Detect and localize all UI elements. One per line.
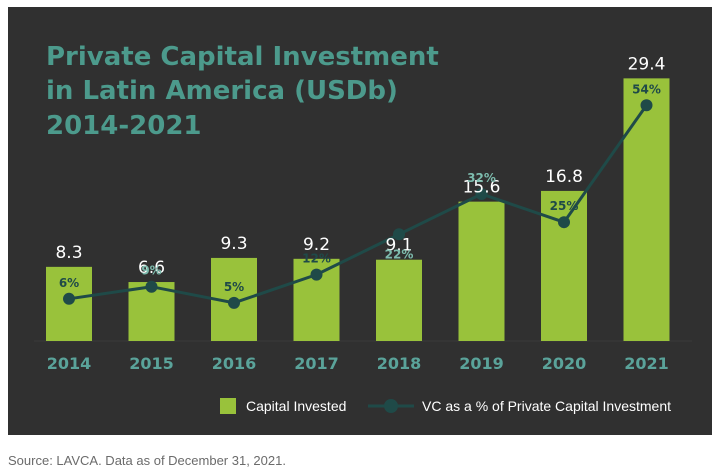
vc-point-2021 — [640, 99, 653, 112]
vc-percent-label-2016: 5% — [224, 280, 244, 294]
vc-percent-label-2015: 9% — [141, 264, 161, 278]
vc-point-2017 — [310, 268, 323, 281]
vc-point-2014 — [63, 292, 75, 305]
vc-percent-line — [68, 104, 648, 305]
x-tick-label-2021: 2021 — [624, 354, 669, 373]
vc-point-2019 — [475, 187, 488, 200]
bar-value-label-2021: 29.4 — [628, 54, 666, 74]
bar-value-label-2014: 8.3 — [55, 243, 82, 263]
vc-percent-label-2020: 25% — [550, 199, 579, 213]
vc-point-2015 — [145, 280, 158, 293]
legend-swatch-capital-invested — [220, 398, 236, 414]
legend-label-vc-percent: VC as a % of Private Capital Investment — [422, 398, 671, 414]
x-tick-label-2015: 2015 — [129, 354, 174, 373]
bar-value-label-2017: 9.2 — [303, 235, 330, 255]
bar-2021 — [623, 78, 670, 342]
source-note: Source: LAVCA. Data as of December 31, 2… — [8, 453, 286, 468]
bar-2018 — [376, 259, 422, 341]
bar-2019 — [458, 201, 505, 341]
chart-title-line-1: Private Capital Investment — [46, 42, 439, 72]
chart-svg: Private Capital Investment in Latin Amer… — [34, 42, 692, 414]
vc-percent-label-2014: 6% — [59, 276, 79, 290]
x-tick-label-2018: 2018 — [377, 354, 422, 373]
bar-2020 — [541, 190, 587, 341]
vc-percent-label-2019: 32% — [467, 171, 496, 185]
legend-label-capital-invested: Capital Invested — [246, 398, 346, 414]
chart-title-line-3: 2014-2021 — [46, 111, 202, 141]
chart-title-line-2: in Latin America (USDb) — [46, 76, 398, 106]
vc-percent-label-2021: 54% — [632, 82, 661, 96]
vc-percent-label-2017: 12% — [302, 252, 331, 266]
x-tick-label-2014: 2014 — [47, 354, 92, 373]
legend: Capital Invested VC as a % of Private Ca… — [220, 398, 671, 414]
legend-marker-swatch — [384, 399, 398, 413]
bar-value-label-2016: 9.3 — [220, 234, 247, 254]
x-tick-label-2016: 2016 — [212, 354, 257, 373]
bar-value-label-2018: 9.1 — [385, 236, 412, 256]
vc-percent-label-2018: 22% — [385, 247, 414, 261]
chart-panel: Private Capital Investment in Latin Amer… — [8, 7, 712, 435]
x-tick-label-2020: 2020 — [542, 354, 587, 373]
bar-value-label-2019: 15.6 — [463, 178, 501, 198]
x-tick-label-2019: 2019 — [459, 354, 504, 373]
labels-layer: 8.3 2014 6.6 2015 9.3 2016 9.2 2017 9.1 2018 15.6 2… — [47, 54, 669, 373]
bar-value-label-2015: 6.6 — [138, 258, 165, 278]
vc-line-layer — [63, 99, 653, 309]
bar-value-label-2020: 16.8 — [545, 167, 583, 187]
vc-point-2018 — [393, 228, 405, 241]
vc-point-2020 — [558, 216, 570, 229]
x-tick-label-2017: 2017 — [294, 354, 339, 373]
vc-point-2016 — [228, 296, 240, 309]
